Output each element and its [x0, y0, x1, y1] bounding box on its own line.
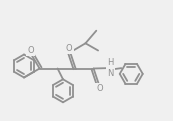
- Text: O: O: [66, 44, 72, 53]
- Text: H
N: H N: [108, 58, 114, 78]
- Text: O: O: [97, 84, 103, 93]
- Text: O: O: [27, 46, 34, 55]
